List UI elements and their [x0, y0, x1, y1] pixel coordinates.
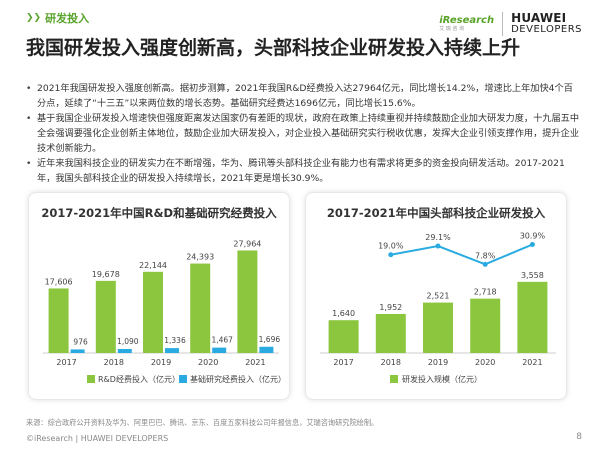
basic-research-bar-label: 1,696 — [259, 335, 281, 344]
basic-research-bar — [165, 348, 179, 353]
huawei-developers-logo: HUAWEI DEVELOPERS — [511, 12, 582, 35]
section-tag: ❯❯ 研发投入 — [26, 10, 89, 26]
rd-bar-label: 24,393 — [186, 253, 214, 262]
x-tick-label: 2017 — [56, 358, 76, 367]
rd-bar-label: 17,606 — [45, 277, 73, 286]
basic-research-bar-label: 1,336 — [164, 336, 186, 345]
rd-bar — [143, 271, 163, 353]
logo-group: iResearch 艾 瑞 咨 询 HUAWEI DEVELOPERS — [439, 12, 582, 36]
rd-investment-bar — [328, 320, 359, 353]
x-tick-label: 2019 — [151, 358, 171, 367]
basic-research-bar-label: 976 — [73, 337, 88, 346]
x-tick-label: 2017 — [333, 358, 353, 367]
legend-label-basic: 基础研究经费投入（亿元） — [190, 374, 286, 384]
x-tick-label: 2020 — [475, 358, 495, 367]
huawei-logo-text: HUAWEI — [511, 11, 567, 26]
x-tick-label: 2021 — [245, 358, 265, 367]
legend-swatch-rd — [87, 375, 95, 383]
growth-rate-line — [390, 243, 533, 266]
bullet-item: 2021年我国研发投入强度创新高。据初步测算，2021年我国R&D经费投入达27… — [26, 81, 582, 111]
iresearch-logo: iResearch 艾 瑞 咨 询 — [439, 16, 494, 32]
source-note: 来源：综合政府公开资料及华为、阿里巴巴、腾讯、京东、百度五家科技公司年报信息，艾… — [26, 418, 379, 427]
basic-research-bar — [212, 347, 227, 353]
tech-firm-chart: 1,640 2017 1,952 2018 2,521 2019 2,718 2020 3,55… — [320, 232, 556, 384]
legend-swatch-investment — [390, 375, 398, 383]
legend-swatch-basic — [179, 375, 187, 383]
growth-rate-point — [529, 242, 535, 248]
basic-research-bar — [259, 346, 274, 353]
rd-bar-label: 19,678 — [92, 270, 120, 279]
basic-research-bar — [70, 349, 85, 353]
growth-rate-label: 7.8% — [475, 251, 496, 260]
x-tick-label: 2018 — [381, 358, 401, 367]
legend-label-investment: 研发投入规模（亿元） — [402, 374, 482, 384]
bullet-item: 近年来我国科技企业的研发实力在不断增强，华为、腾讯等头部科技企业有能力也有需求将… — [26, 156, 582, 186]
page-number: 8 — [576, 432, 582, 442]
growth-rate-label: 29.1% — [425, 233, 451, 242]
rd-chart: 17,606 976 2017 19,678 1,090 2018 22,144 1,336 2… — [43, 239, 286, 384]
rd-investment-bar — [375, 313, 406, 353]
rd-investment-bar-label: 3,558 — [521, 271, 544, 280]
basic-research-bar-label: 1,467 — [211, 336, 233, 345]
tech-firm-chart-card: 2017-2021年中国头部科技企业研发投入 1,640 2017 1,952 201… — [305, 192, 567, 400]
rd-bar — [190, 263, 211, 353]
iresearch-logo-sub: 艾 瑞 咨 询 — [439, 26, 464, 32]
rd-bar — [95, 280, 116, 353]
logo-divider — [502, 12, 504, 36]
chart-title: 2017-2021年中国R&D和基础研究经费投入 — [41, 206, 277, 220]
iresearch-logo-text: iResearch — [439, 15, 495, 26]
growth-rate-point — [482, 261, 488, 267]
x-tick-label: 2019 — [428, 358, 448, 367]
rd-bar — [237, 250, 258, 353]
footer-copyright: ©iResearch | HUAWEI DEVELOPERS — [26, 434, 169, 443]
x-tick-label: 2020 — [198, 358, 218, 367]
rd-investment-bar-label: 2,718 — [474, 288, 497, 297]
rd-investment-bar — [423, 302, 453, 353]
x-tick-label: 2021 — [522, 358, 542, 367]
x-tick-label: 2018 — [104, 358, 124, 367]
double-chevron-icon: ❯❯ — [26, 13, 42, 23]
rd-bar-label: 27,964 — [233, 239, 261, 248]
growth-rate-label: 30.9% — [520, 232, 546, 241]
rd-chart-card: 2017-2021年中国R&D和基础研究经费投入 17,606 976 2017 19… — [28, 192, 290, 400]
chart-title: 2017-2021年中国头部科技企业研发投入 — [326, 206, 546, 220]
rd-bar — [48, 288, 69, 353]
bullet-item: 基于我国企业研发投入增速快但强度距离发达国家仍有差距的现状，政府在政策上持续重视… — [26, 111, 582, 156]
bullet-list: 2021年我国研发投入强度创新高。据初步测算，2021年我国R&D经费投入达27… — [26, 81, 582, 186]
page-title: 我国研发投入强度创新高，头部科技企业研发投入持续上升 — [26, 37, 521, 59]
growth-rate-point — [435, 243, 441, 249]
rd-investment-bar — [517, 281, 548, 353]
basic-research-bar — [117, 349, 132, 353]
growth-rate-label: 19.0% — [378, 242, 404, 251]
rd-investment-bar-label: 2,521 — [427, 292, 450, 301]
rd-investment-bar-label: 1,640 — [332, 309, 355, 318]
rd-investment-bar — [470, 298, 501, 353]
legend-label-rd: R&D经费投入（亿元） — [98, 374, 180, 384]
basic-research-bar-label: 1,090 — [117, 337, 139, 346]
developers-logo-text: DEVELOPERS — [511, 24, 582, 36]
rd-investment-bar-label: 1,952 — [379, 303, 402, 312]
section-label: 研发投入 — [45, 12, 90, 25]
rd-bar-label: 22,144 — [139, 261, 167, 270]
growth-rate-point — [388, 252, 394, 258]
